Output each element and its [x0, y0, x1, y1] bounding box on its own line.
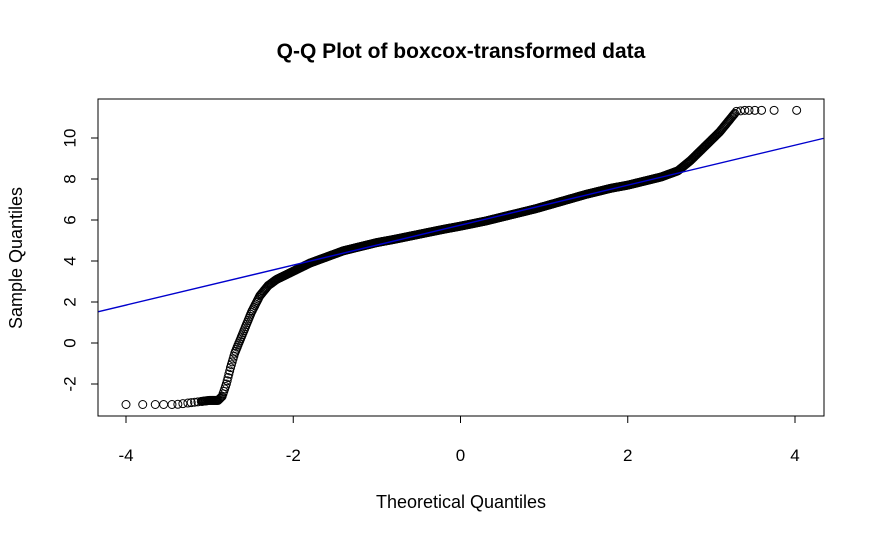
y-tick-label: 0: [61, 338, 80, 347]
data-point: [769, 105, 779, 115]
y-axis: -2 0 2 4 6 8 10: [61, 129, 99, 392]
y-tick-label: 10: [61, 129, 80, 148]
data-point: [740, 105, 750, 115]
x-tick-label: 2: [623, 446, 632, 465]
data-point: [730, 108, 740, 118]
plot-frame: [97, 98, 825, 417]
y-axis-title: Sample Quantiles: [6, 187, 26, 329]
data-point: [223, 372, 233, 382]
data-point: [173, 399, 183, 409]
x-tick-label: 4: [790, 446, 799, 465]
data-point: [150, 400, 160, 409]
data-point: [186, 398, 196, 408]
y-tick-label: 2: [61, 297, 80, 306]
x-tick-label: -2: [286, 446, 301, 465]
chart-title: Q-Q Plot of boxcox-transformed data: [277, 40, 646, 63]
y-tick-label: 4: [61, 256, 80, 265]
x-axis: -4 -2 0 2 4: [118, 415, 800, 465]
y-tick-label: 6: [61, 215, 80, 224]
x-tick-label: -4: [118, 446, 133, 465]
data-point: [215, 394, 225, 404]
x-axis-title: Theoretical Quantiles: [376, 492, 546, 512]
data-point: [167, 400, 177, 409]
y-tick-label: 8: [61, 174, 80, 183]
y-tick-label: -2: [61, 376, 80, 391]
data-point: [750, 105, 760, 115]
data-point: [224, 369, 234, 379]
data-point: [183, 398, 193, 408]
data-points: [121, 105, 802, 409]
data-point: [728, 110, 738, 120]
x-tick-label: 0: [456, 446, 465, 465]
data-point: [222, 376, 232, 386]
reference-line: [98, 137, 824, 313]
data-point: [729, 109, 739, 119]
data-point: [159, 400, 169, 409]
data-point: [792, 105, 802, 115]
data-point: [727, 111, 737, 121]
data-point: [744, 105, 754, 115]
data-point: [214, 395, 224, 405]
data-point: [121, 400, 131, 409]
data-point: [225, 366, 235, 376]
data-point: [757, 105, 767, 115]
data-point: [138, 400, 148, 409]
data-point: [221, 379, 231, 389]
